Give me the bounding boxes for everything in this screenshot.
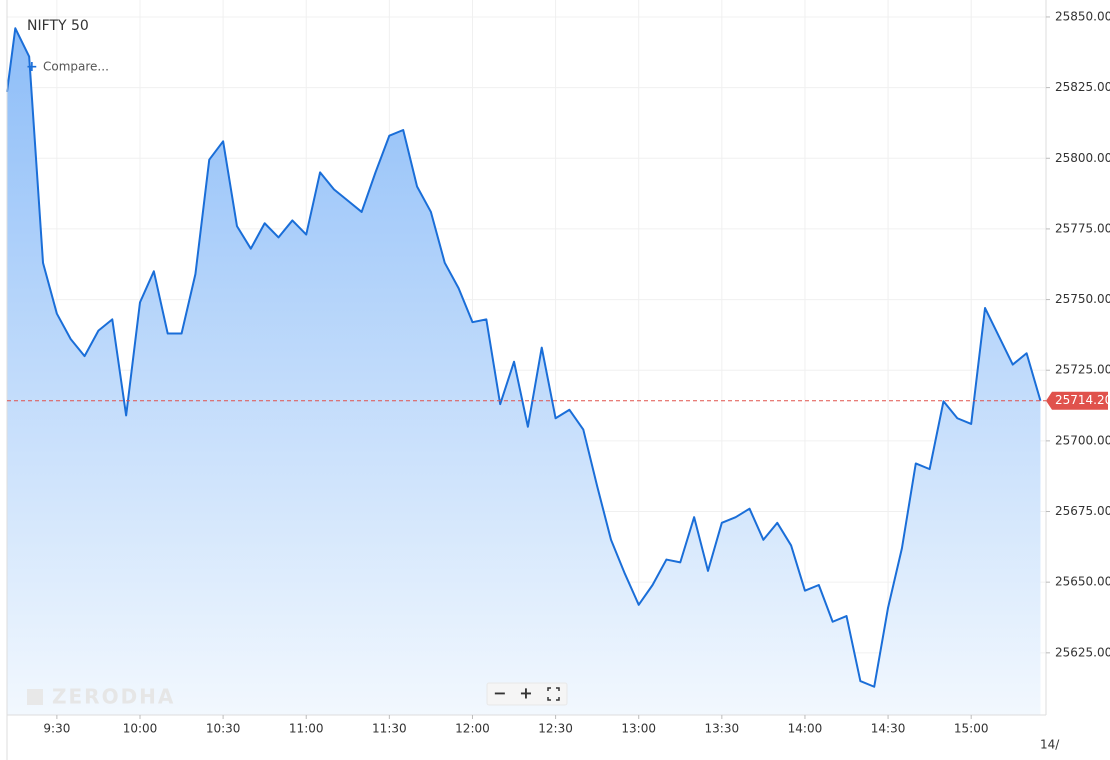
y-tick-label: 25850.00 (1055, 9, 1110, 23)
x-tick-label: 10:30 (206, 722, 241, 736)
zoom-controls (486, 682, 568, 706)
x-tick-label: 13:00 (621, 722, 656, 736)
y-tick-label: 25800.00 (1055, 151, 1110, 165)
fullscreen[interactable] (547, 687, 560, 701)
x-tick-label: 12:00 (455, 722, 490, 736)
y-tick-label: 25625.00 (1055, 645, 1110, 659)
x-tick-label: 11:00 (289, 722, 324, 736)
zoom-in[interactable]: + (519, 684, 532, 703)
area-fill (7, 28, 1041, 716)
x-tick-label: 14:00 (788, 722, 823, 736)
y-tick-label: 25725.00 (1055, 363, 1110, 377)
x-tick-label: 14:30 (871, 722, 906, 736)
y-tick-label: 25775.00 (1055, 221, 1110, 235)
x-tick-label: 9:30 (43, 722, 70, 736)
date-label: 14/ (1040, 738, 1060, 752)
watermark-logo (27, 689, 43, 705)
y-tick-label: 25750.00 (1055, 292, 1110, 306)
y-tick-label: 25675.00 (1055, 504, 1110, 518)
x-tick-label: 13:30 (705, 722, 740, 736)
y-tick-label: 25650.00 (1055, 575, 1110, 589)
y-tick-label: 25700.00 (1055, 433, 1110, 447)
compare-plus[interactable]: + (26, 59, 38, 75)
price-line (6, 27, 1042, 688)
plot (6, 27, 1042, 716)
chart-title: NIFTY 50 (27, 18, 89, 34)
zoom-out[interactable]: − (493, 684, 506, 703)
compare-button[interactable]: Compare... (43, 60, 109, 74)
watermark: ZERODHA (52, 685, 175, 709)
last-price-label: 25714.20 (1055, 393, 1110, 407)
x-tick-label: 15:00 (954, 722, 989, 736)
last-price-badge (1046, 391, 1108, 410)
y-tick-label: 25825.00 (1055, 80, 1110, 94)
x-tick-label: 11:30 (372, 722, 407, 736)
x-tick-label: 10:00 (123, 722, 158, 736)
x-tick-label: 12:30 (538, 722, 573, 736)
